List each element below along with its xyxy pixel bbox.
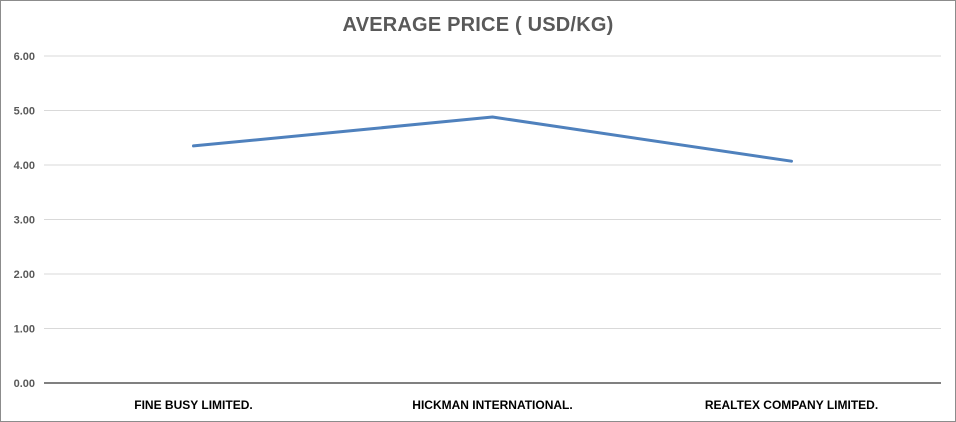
x-category-label: FINE BUSY LIMITED. (134, 398, 252, 412)
y-tick-label: 6.00 (14, 51, 35, 63)
series-line (192, 115, 793, 163)
y-tick-label: 4.00 (14, 160, 35, 172)
series (192, 115, 793, 163)
y-tick-label: 1.00 (14, 324, 35, 336)
chart-title: AVERAGE PRICE ( USD/KG) (342, 14, 614, 36)
y-axis-tick-labels: 0.00 1.00 2.00 3.00 4.00 5.00 6.00 (14, 51, 35, 390)
x-axis-category-labels: FINE BUSY LIMITED. HICKMAN INTERNATIONAL.… (134, 398, 878, 412)
y-tick-label: 3.00 (14, 215, 35, 227)
y-tick-label: 5.00 (14, 106, 35, 118)
x-category-label: HICKMAN INTERNATIONAL. (412, 398, 572, 412)
y-tick-label: 0.00 (14, 378, 35, 390)
y-tick-label: 2.00 (14, 269, 35, 281)
gridlines (44, 55, 941, 329)
x-category-label: REALTEX COMPANY LIMITED. (705, 398, 878, 412)
